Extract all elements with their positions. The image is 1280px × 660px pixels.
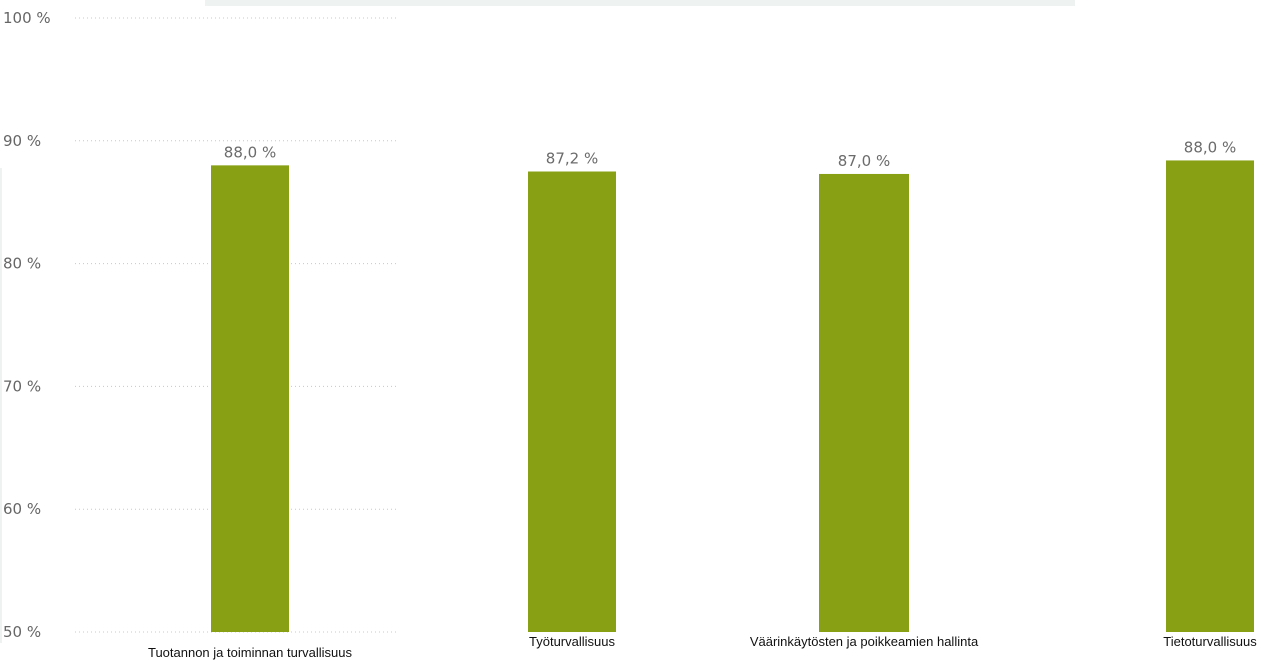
bar[interactable]: [819, 173, 909, 632]
bar[interactable]: [528, 171, 616, 633]
y-tick-label: 80 %: [3, 255, 41, 273]
y-tick-label: 70 %: [3, 377, 41, 395]
category-labels: Tuotannon ja toiminnan turvallisuus Työtu…: [148, 634, 1257, 660]
data-labels: 88,0 % 87,2 % 87,0 % 88,0 %: [224, 138, 1236, 170]
left-decor-strip: [0, 168, 2, 643]
y-tick-label: 60 %: [3, 500, 41, 518]
y-tick-label: 50 %: [3, 623, 41, 641]
category-label: Tuotannon ja toiminnan turvallisuus: [148, 645, 353, 660]
top-decor-strip: [205, 0, 1075, 6]
y-tick-label: 90 %: [3, 132, 41, 150]
data-label: 87,2 %: [546, 150, 598, 168]
y-tick-label: 100 %: [3, 9, 51, 27]
bar[interactable]: [1166, 160, 1254, 632]
data-label: 87,0 %: [838, 152, 890, 170]
data-label: 88,0 %: [224, 143, 276, 161]
category-label: Väärinkäytösten ja poikkeamien hallinta: [750, 634, 979, 649]
category-label: Työturvallisuus: [529, 634, 615, 649]
data-label: 88,0 %: [1184, 138, 1236, 156]
bar[interactable]: [211, 165, 289, 633]
bars: [211, 160, 1254, 633]
category-label: Tietoturvallisuus: [1163, 634, 1257, 649]
y-axis-ticks: 50 % 60 % 70 % 80 % 90 % 100 %: [3, 9, 51, 641]
